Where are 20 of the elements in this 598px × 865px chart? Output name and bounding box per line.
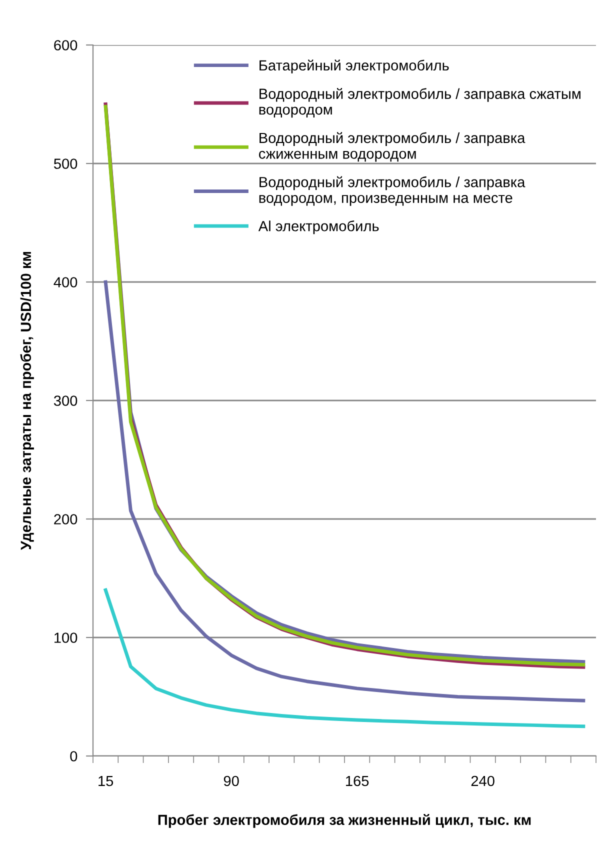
legend-label: Водородный электромобиль / заправка сжиженным водородом <box>259 132 526 162</box>
y-tick-label: 0 <box>70 751 78 762</box>
x-tick-label: 165 <box>346 776 369 786</box>
y-tick-label: 500 <box>54 158 78 169</box>
y-tick-label: 300 <box>54 396 78 406</box>
line-series <box>104 280 586 702</box>
y-tick-label: 400 <box>54 277 78 288</box>
legend-label: Водородный электромобиль / заправка сжатым водородом <box>259 88 580 118</box>
legend-label: Al электромобиль <box>258 220 379 234</box>
x-axis-title: Пробег электромобиля за жизненный цикл, тыс. км <box>158 814 531 828</box>
legend-label: Батарейный электромобиль <box>260 60 449 74</box>
y-tick-label: 600 <box>54 40 78 50</box>
line-series <box>104 588 586 728</box>
x-tick-label: 90 <box>224 776 239 786</box>
x-tick-label: 15 <box>98 776 114 786</box>
legend-label: Водородный электромобиль / заправка водородом, произведенным на месте <box>259 176 526 206</box>
y-tick-label: 200 <box>54 514 78 524</box>
y-axis-title: Удельные затраты на пробег, USD/100 км <box>20 252 34 550</box>
y-tick-label: 100 <box>54 632 78 643</box>
x-tick-label: 240 <box>471 776 494 786</box>
